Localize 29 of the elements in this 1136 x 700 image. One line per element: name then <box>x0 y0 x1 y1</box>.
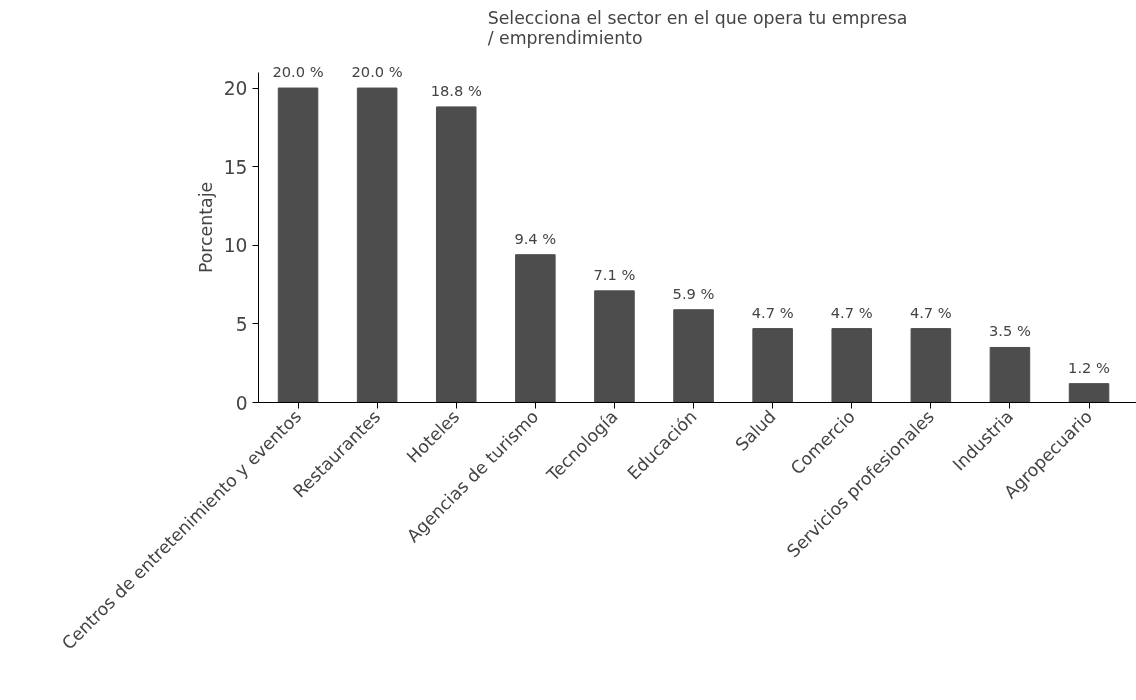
y-tick-label: 10 <box>223 235 248 257</box>
bar <box>831 328 873 403</box>
bar <box>356 87 398 403</box>
bar <box>515 254 556 403</box>
bar <box>435 106 477 403</box>
data-label: 20.0 % <box>272 63 324 81</box>
data-label: 3.5 % <box>988 322 1031 340</box>
data-label: 4.7 % <box>751 303 794 321</box>
data-label: 4.7 % <box>909 303 952 321</box>
y-tick-label: 5 <box>235 313 248 335</box>
bar <box>277 87 319 403</box>
y-tick-label: 20 <box>223 78 248 100</box>
data-label: 18.8 % <box>430 81 482 99</box>
y-axis-title: Porcentaje <box>195 181 216 274</box>
bar <box>1068 383 1110 403</box>
y-tick-label: 15 <box>223 156 248 178</box>
y-tick-label: 0 <box>235 392 248 414</box>
chart-title: Selecciona el sector en el que opera tu empresa / emprendimiento <box>487 7 908 48</box>
data-label: 4.7 % <box>830 303 873 321</box>
data-label: 5.9 % <box>672 284 715 302</box>
bar <box>989 346 1031 403</box>
data-label: 20.0 % <box>351 63 403 81</box>
bar <box>673 309 714 403</box>
data-label: 7.1 % <box>593 265 636 283</box>
bar <box>910 328 952 403</box>
bar <box>752 328 793 403</box>
data-label: 1.2 % <box>1068 358 1111 376</box>
bar <box>594 290 635 403</box>
data-label: 9.4 % <box>514 229 557 247</box>
